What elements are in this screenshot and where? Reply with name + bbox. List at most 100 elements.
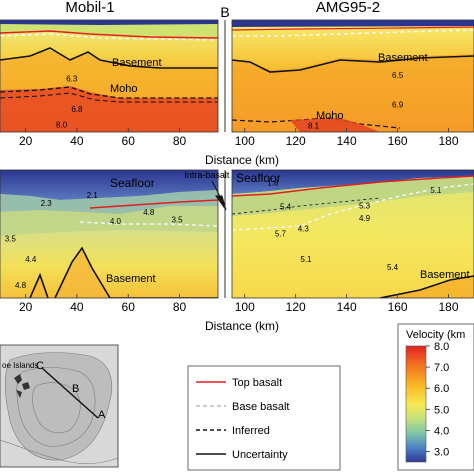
velocity-label: 6.8 bbox=[71, 105, 83, 114]
mantle-sliver bbox=[290, 118, 380, 132]
moho-label: Moho bbox=[316, 110, 344, 122]
x-tick-label: 80 bbox=[173, 134, 187, 148]
velocity-label: 2.1 bbox=[87, 191, 99, 200]
bathymetry-contour bbox=[0, 439, 119, 464]
x-tick-label: 100 bbox=[235, 134, 255, 148]
velocity-label: 5.4 bbox=[280, 203, 292, 212]
colorbar-tick-label: 5.0 bbox=[434, 404, 449, 416]
colorbar: Velocity (km 8.0 7.0 6.0 5.0 4.0 3.0 bbox=[397, 323, 474, 471]
velocity-label: 3.5 bbox=[171, 216, 183, 225]
panel-bottom-right: Seafloor Basement 1.8 5.1 5.4 5.3 4.9 5.7 4.3 5… bbox=[232, 170, 474, 298]
legend-label: Uncertainty bbox=[232, 449, 288, 461]
x-tick-label: 140 bbox=[337, 300, 357, 314]
basalt-layer bbox=[0, 206, 218, 236]
location-map: C B A oe Islands bbox=[0, 344, 119, 468]
water-layer bbox=[0, 170, 218, 200]
colorbar-tick-label: 8.0 bbox=[434, 341, 449, 353]
water-layer bbox=[0, 20, 218, 25]
x-tick-label: 120 bbox=[286, 300, 306, 314]
title-left: Mobil-1 bbox=[65, 0, 114, 16]
velocity-label: 5.3 bbox=[359, 201, 371, 210]
velocity-label: 5.1 bbox=[430, 186, 442, 195]
panel-frame bbox=[231, 169, 474, 299]
title-right: AMG95-2 bbox=[316, 0, 380, 16]
velocity-label: 8.0 bbox=[56, 121, 68, 130]
x-axis-label: Distance (km) bbox=[205, 153, 279, 167]
x-tick-label: 180 bbox=[439, 134, 459, 148]
moho-line bbox=[0, 86, 218, 99]
legend-label: Inferred bbox=[232, 425, 270, 437]
x-axis-top: 20 40 60 80 100 120 140 160 180 bbox=[19, 128, 459, 148]
water-layer bbox=[232, 170, 474, 194]
colorbar-title: Velocity (km bbox=[406, 329, 465, 341]
colorbar-tick-label: 6.0 bbox=[434, 383, 449, 395]
intra-basalt-line bbox=[232, 197, 381, 215]
upper-crust bbox=[232, 54, 474, 132]
moho-label: Moho bbox=[110, 83, 138, 95]
x-tick-label: 80 bbox=[173, 300, 187, 314]
velocity-label: 6.3 bbox=[66, 75, 78, 84]
velocity-label: 5.4 bbox=[387, 263, 399, 272]
velocity-label: 8.1 bbox=[308, 122, 320, 131]
velocity-label: 4.0 bbox=[110, 217, 122, 226]
x-tick-label: 40 bbox=[70, 300, 84, 314]
map-point-a: A bbox=[98, 409, 106, 421]
islands bbox=[14, 374, 30, 398]
colorbar-tick-label: 7.0 bbox=[434, 362, 449, 374]
legend-frame bbox=[187, 365, 341, 471]
top-basalt-line bbox=[232, 26, 474, 31]
top-basalt-line bbox=[0, 30, 218, 39]
water-layer bbox=[232, 20, 474, 27]
velocity-label: 5.1 bbox=[300, 255, 312, 264]
x-axis-label: Distance (km) bbox=[205, 319, 279, 333]
seafloor-label: Seafloor bbox=[110, 176, 155, 190]
basement-line bbox=[232, 55, 474, 73]
velocity-label: 4.9 bbox=[359, 214, 371, 223]
basement-line bbox=[29, 246, 218, 298]
x-tick-label: 140 bbox=[337, 134, 357, 148]
map-place-label: oe Islands bbox=[2, 361, 38, 370]
mantle-layer bbox=[0, 86, 218, 132]
legend-label: Top basalt bbox=[232, 377, 282, 389]
x-axis-bottom: 20 40 60 80 100 120 140 160 180 bbox=[19, 294, 459, 314]
colorbar-tick-label: 3.0 bbox=[434, 446, 449, 458]
base-basalt-line bbox=[79, 221, 218, 227]
velocity-label: 4.4 bbox=[25, 255, 37, 264]
panel-frame bbox=[0, 169, 219, 299]
legend-label: Base basalt bbox=[232, 401, 289, 413]
sediment-layer bbox=[232, 176, 474, 216]
bathymetry-contour bbox=[32, 382, 81, 433]
x-tick-label: 60 bbox=[122, 300, 136, 314]
seafloor-label: Seafloor bbox=[236, 171, 281, 185]
bathymetry-contour bbox=[4, 352, 113, 461]
velocity-label: 3.5 bbox=[5, 235, 17, 244]
sediment-layer bbox=[0, 190, 218, 214]
velocity-label: 4.8 bbox=[15, 281, 27, 290]
velocity-label: 6.9 bbox=[392, 100, 404, 109]
colorbar-tick-label: 4.0 bbox=[434, 425, 449, 437]
basement-line bbox=[379, 275, 474, 298]
bathymetry-contour bbox=[16, 367, 96, 447]
lvz-label: Intra-basalt LVZ bbox=[184, 170, 248, 180]
basement-label: Basement bbox=[420, 269, 470, 281]
velocity-label: 2.3 bbox=[41, 199, 53, 208]
x-tick-label: 160 bbox=[388, 134, 408, 148]
top-basalt-line bbox=[232, 175, 474, 197]
velocity-label: 5.7 bbox=[275, 230, 287, 239]
panel-top-left: Basement Moho 6.3 6.88.0 bbox=[0, 20, 218, 132]
base-basalt-line bbox=[232, 29, 474, 37]
basement-label: Basement bbox=[112, 57, 162, 69]
x-tick-label: 20 bbox=[19, 300, 33, 314]
map-point-c: C bbox=[36, 360, 44, 372]
colorbar-scale bbox=[405, 345, 427, 463]
panel-frame bbox=[231, 19, 474, 133]
basement-label: Basement bbox=[106, 273, 156, 285]
basement-fill bbox=[380, 276, 474, 298]
panel-top-right: Basement Moho 6.5 6.9 8.1 bbox=[232, 20, 474, 132]
divider-label: B bbox=[220, 4, 229, 20]
panel-bottom-left: Seafloor Basement 2.1 2.3 4.8 4.0 3.5 3.5 4.4 4… bbox=[0, 170, 218, 298]
basement-line bbox=[0, 47, 218, 69]
base-basalt-line bbox=[232, 183, 474, 231]
basement-high bbox=[30, 248, 110, 298]
